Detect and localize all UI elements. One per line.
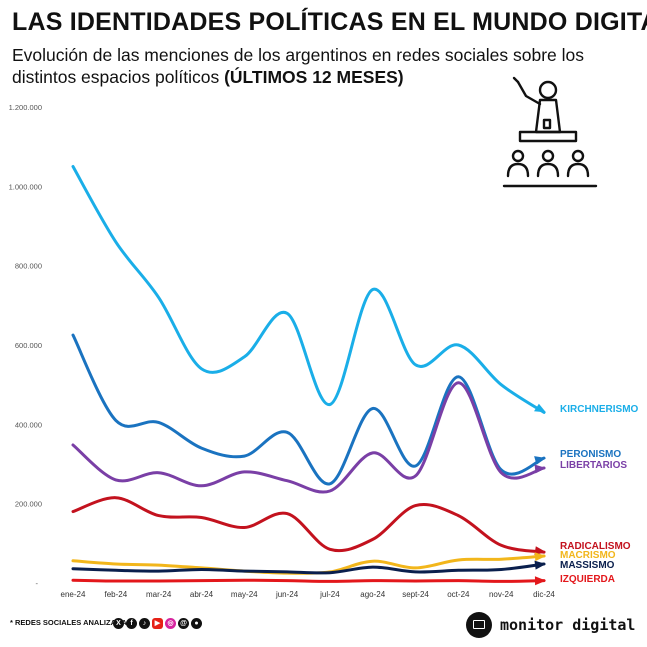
- series-line-kirchnerismo: [71, 165, 546, 414]
- x-axis: ene-24 feb-24 mar-24 abr-24 may-24 jun-24 jul-…: [61, 590, 556, 599]
- series-label-radicalismo: RADICALISMO: [560, 541, 631, 552]
- series-label-massismo: MASSISMO: [560, 560, 615, 571]
- threads-icon: @: [178, 618, 189, 629]
- chart-subtitle: Evolución de las menciones de los argent…: [12, 44, 612, 88]
- y-tick-label: 600.000: [15, 341, 42, 350]
- x-tick-label: mar-24: [146, 590, 172, 599]
- series-arrow-macrismo: [534, 552, 546, 562]
- series-lines: [71, 165, 546, 586]
- series-label-peronismo: PERONISMO: [560, 449, 621, 460]
- y-tick-label: -: [36, 579, 39, 588]
- series-line-peronismo: [71, 333, 546, 486]
- x-tick-label: dic-24: [533, 590, 555, 599]
- series-label-macrismo: MACRISMO: [560, 550, 616, 561]
- series-line-massismo: [71, 562, 546, 575]
- x-tick-label: oct-24: [447, 590, 470, 599]
- x-tick-label: may-24: [231, 590, 258, 599]
- x-tick-label: sept-24: [402, 590, 429, 599]
- youtube-icon: ▶: [152, 618, 163, 629]
- series-label-izquierda: IZQUIERDA: [560, 574, 615, 585]
- facebook-icon: f: [126, 618, 137, 629]
- footnote: * REDES SOCIALES ANALIZADAS: [10, 618, 132, 627]
- series-line-libertarios: [71, 381, 546, 494]
- brand: monitor digital: [466, 612, 635, 638]
- social-networks: X f ♪ ▶ ◎ @ ●: [113, 618, 202, 629]
- x-tick-label: ago-24: [360, 590, 385, 599]
- instagram-icon: ◎: [165, 618, 176, 629]
- series-line-radicalismo: [71, 496, 546, 554]
- y-tick-label: 1.000.000: [9, 182, 42, 191]
- x-tick-label: jun-24: [275, 590, 299, 599]
- chart-title: LAS IDENTIDADES POLÍTICAS EN EL MUNDO DI…: [12, 8, 647, 36]
- subtitle-text: Evolución de las menciones de los argent…: [12, 45, 584, 87]
- subtitle-period: (ÚLTIMOS 12 MESES): [224, 67, 404, 87]
- monitor-logo-icon: [466, 612, 492, 638]
- y-tick-label: 1.200.000: [9, 103, 42, 112]
- x-icon: X: [113, 618, 124, 629]
- series-arrow-izquierda: [534, 576, 546, 586]
- y-axis: - 200.000 400.000 600.000 800.000 1.000.000 1.…: [9, 103, 42, 588]
- series-line-izquierda: [71, 578, 546, 583]
- series-arrow-massismo: [534, 560, 546, 570]
- x-tick-label: abr-24: [190, 590, 214, 599]
- series-arrow-kirchnerismo: [534, 403, 546, 413]
- x-tick-label: jul-24: [319, 590, 340, 599]
- brand-name: monitor digital: [500, 616, 636, 634]
- x-tick-label: feb-24: [104, 590, 127, 599]
- podium-speaker-audience-icon: [502, 76, 598, 188]
- series-arrow-peronismo: [534, 456, 546, 465]
- series-label-kirchnerismo: KIRCHNERISMO: [560, 404, 639, 415]
- x-tick-label: ene-24: [61, 590, 86, 599]
- y-tick-label: 400.000: [15, 420, 42, 429]
- tiktok-icon: ♪: [139, 618, 150, 629]
- series-arrow-radicalismo: [534, 546, 546, 556]
- y-tick-label: 800.000: [15, 262, 42, 271]
- reddit-icon: ●: [191, 618, 202, 629]
- y-tick-label: 200.000: [15, 500, 42, 509]
- x-tick-label: nov-24: [489, 590, 514, 599]
- series-arrow-libertarios: [534, 464, 546, 474]
- series-label-libertarios: LIBERTARIOS: [560, 460, 627, 471]
